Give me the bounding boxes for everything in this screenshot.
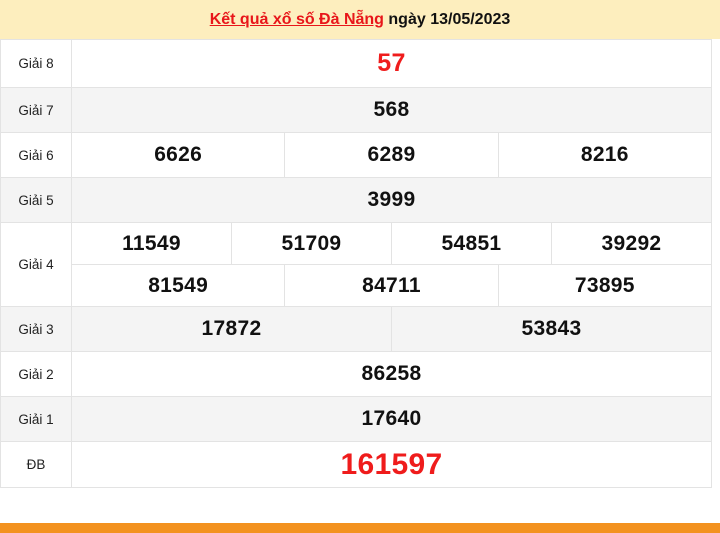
table-row-prize-2: Giải 2 86258: [0, 351, 712, 397]
prize-value-6-1: 6289: [284, 132, 499, 178]
prize-value-7-0: 568: [71, 87, 712, 133]
prize-value-1-0: 17640: [71, 396, 712, 442]
prize-value-db-0: 161597: [71, 441, 712, 488]
prize-label-3: Giải 3: [0, 306, 72, 352]
prize-value-5-0: 3999: [71, 177, 712, 223]
table-row-prize-8: Giải 8 57: [0, 39, 712, 88]
prize-label-4: Giải 4: [0, 222, 72, 307]
table-row-prize-4-line1: Giải 4 11549 51709 54851 39292: [0, 222, 713, 307]
prize-value-4-0: 11549: [71, 222, 232, 265]
table-row-prize-4-line2: 81549 84711 73895: [1, 264, 713, 307]
prize-value-4-6: 73895: [497, 264, 713, 307]
prize-value-3-0: 17872: [71, 306, 392, 352]
table-row-prize-5: Giải 5 3999: [0, 177, 712, 223]
prize-label-1: Giải 1: [0, 396, 72, 442]
prize-value-4-1: 51709: [230, 222, 392, 265]
prize-value-4-2: 54851: [390, 222, 552, 265]
table-row-prize-db: ĐB 161597: [0, 441, 712, 488]
table-row-prize-3: Giải 3 17872 53843: [0, 306, 713, 352]
prize-label-2: Giải 2: [0, 351, 72, 397]
prize-value-6-0: 6626: [70, 132, 286, 178]
prize-label-7: Giải 7: [0, 87, 72, 133]
prize-value-6-2: 8216: [497, 132, 713, 178]
prize-value-2-0: 86258: [71, 351, 712, 397]
table-row-prize-7: Giải 7 568: [0, 87, 712, 133]
prize-label-8: Giải 8: [0, 39, 72, 88]
lottery-results-table: Giải 8 57 Giải 7 568 Giải 6 6626 6289 82…: [0, 39, 713, 488]
prize-value-4-4: 81549: [70, 264, 286, 307]
prize-value-8-0: 57: [71, 39, 712, 88]
prize-value-4-5: 84711: [284, 264, 499, 307]
prize-label-6: Giải 6: [0, 132, 72, 178]
header-title: Kết quả xổ số Đà Nẵng ngày 13/05/2023: [210, 11, 511, 29]
table-row-prize-1: Giải 1 17640: [0, 396, 712, 442]
header-title-red: Kết quả xổ số Đà Nẵng: [209, 10, 384, 28]
table-row-prize-6: Giải 6 6626 6289 8216: [0, 132, 713, 178]
prize-value-3-1: 53843: [390, 306, 713, 352]
prize-value-4-3: 39292: [550, 222, 713, 265]
prize-label-db: ĐB: [0, 441, 72, 488]
header-date: ngày 13/05/2023: [388, 10, 511, 28]
prize-label-5: Giải 5: [0, 177, 72, 223]
bottom-accent-bar: [0, 523, 720, 533]
result-header: Kết quả xổ số Đà Nẵng ngày 13/05/2023: [0, 0, 720, 39]
